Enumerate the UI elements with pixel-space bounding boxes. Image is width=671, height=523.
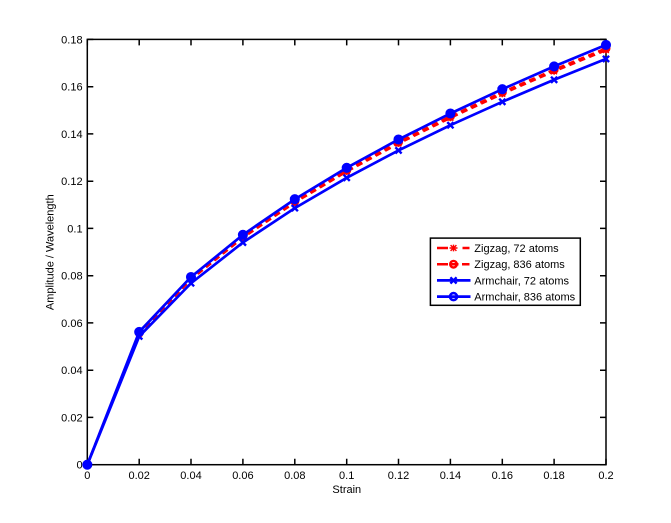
svg-text:0.02: 0.02 xyxy=(128,470,149,482)
svg-text:0.04: 0.04 xyxy=(180,470,201,482)
svg-text:0.2: 0.2 xyxy=(598,470,613,482)
svg-text:0.16: 0.16 xyxy=(492,470,513,482)
svg-text:0.1: 0.1 xyxy=(67,223,82,235)
svg-text:0.04: 0.04 xyxy=(61,365,82,377)
svg-text:Amplitude / Wavelength: Amplitude / Wavelength xyxy=(45,194,57,310)
svg-text:0.18: 0.18 xyxy=(61,34,82,46)
svg-text:0.02: 0.02 xyxy=(61,412,82,424)
svg-text:Armchair, 836 atoms: Armchair, 836 atoms xyxy=(474,292,575,304)
svg-text:0.14: 0.14 xyxy=(61,129,82,141)
svg-text:Strain: Strain xyxy=(332,484,361,496)
svg-text:0.06: 0.06 xyxy=(232,470,253,482)
svg-text:0.12: 0.12 xyxy=(61,176,82,188)
svg-text:0.14: 0.14 xyxy=(440,470,461,482)
svg-text:0: 0 xyxy=(76,460,82,472)
svg-text:0.1: 0.1 xyxy=(339,470,354,482)
svg-text:0.08: 0.08 xyxy=(61,271,82,283)
svg-text:0.12: 0.12 xyxy=(388,470,409,482)
svg-text:0.18: 0.18 xyxy=(543,470,564,482)
svg-text:0.16: 0.16 xyxy=(61,82,82,94)
svg-text:Zigzag, 72 atoms: Zigzag, 72 atoms xyxy=(474,243,559,255)
svg-text:0: 0 xyxy=(84,470,90,482)
svg-text:0.08: 0.08 xyxy=(284,470,305,482)
svg-text:0.06: 0.06 xyxy=(61,318,82,330)
svg-text:Zigzag, 836 atoms: Zigzag, 836 atoms xyxy=(474,259,565,271)
svg-text:Armchair, 72 atoms: Armchair, 72 atoms xyxy=(474,275,569,287)
